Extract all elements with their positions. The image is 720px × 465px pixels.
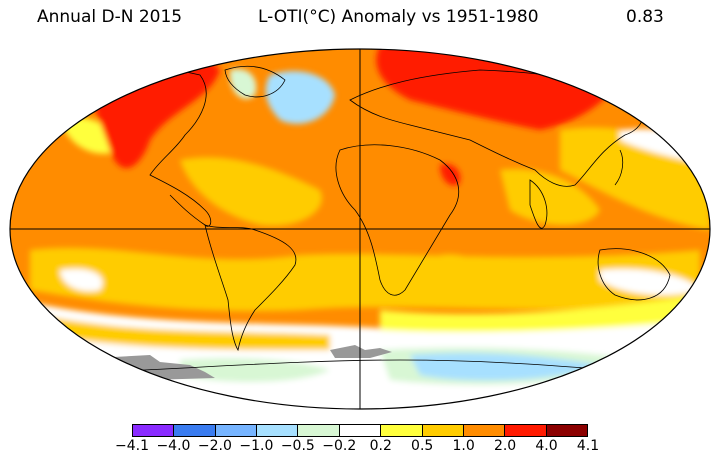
scale-swatch: [545, 425, 587, 436]
scale-swatch: [504, 425, 546, 436]
scale-tick-label: −1.0: [239, 438, 274, 454]
scale-tick-label: 4.0: [535, 438, 558, 454]
scale-tick-label: 2.0: [493, 438, 517, 454]
scale-tick-label: −4.0: [156, 438, 191, 454]
global-mean-value: 0.83: [626, 7, 664, 27]
scale-swatch: [380, 425, 422, 436]
scale-swatch: [214, 425, 257, 436]
scale-tick-label: 0.5: [411, 438, 434, 454]
map-border: [9, 48, 711, 410]
scale-swatch: [133, 425, 174, 436]
scale-tick-label: 4.1: [576, 438, 600, 454]
scale-tick-label: −4.1: [115, 438, 149, 454]
scale-swatch: [297, 425, 339, 436]
scale-tick-label: −2.0: [197, 438, 232, 454]
scale-swatch: [338, 425, 381, 436]
scale-swatch: [173, 425, 215, 436]
scale-swatch: [256, 425, 298, 436]
missing-data-area: [330, 345, 392, 358]
scale-tick-label: −0.2: [322, 438, 357, 454]
scale-swatch: [462, 425, 505, 436]
scale-tick-label: 1.0: [452, 438, 475, 454]
map-title: Annual D-N 2015: [37, 7, 183, 27]
scale-swatch: [421, 425, 463, 436]
scale-tick-label: −0.5: [280, 438, 315, 454]
color-scale-bar: [132, 424, 588, 437]
map-subtitle: L-OTI(°C) Anomaly vs 1951-1980: [258, 7, 539, 27]
scale-tick-label: 0.2: [369, 438, 392, 454]
